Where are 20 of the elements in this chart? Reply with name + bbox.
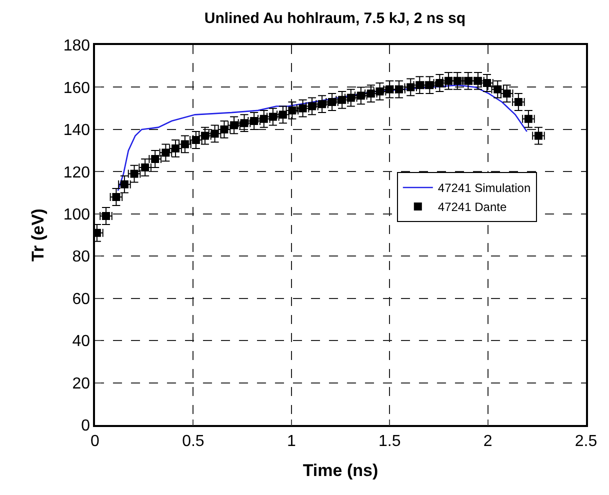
y-tick-label: 20: [72, 375, 90, 392]
y-tick-label: 100: [63, 206, 90, 224]
y-tick-label: 180: [63, 38, 90, 55]
x-tick-label: 1.5: [378, 432, 401, 450]
y-tick-label: 0: [81, 418, 90, 435]
y-tick-label: 120: [63, 164, 90, 182]
y-tick-label: 80: [72, 248, 90, 266]
y-tick-label: 60: [72, 290, 90, 308]
chart-title: Unlined Au hohlraum, 7.5 kJ, 2 ns sq: [204, 10, 466, 27]
x-tick-label: 2.5: [574, 432, 598, 450]
y-axis-title: Tr (eV): [28, 208, 48, 262]
y-tick-label: 160: [63, 80, 90, 97]
legend-label: 47241 Dante: [438, 200, 507, 214]
legend-label: 47241 Simulation: [438, 181, 531, 196]
x-tick-label: 0.5: [182, 432, 204, 450]
x-axis-title: Time (ns): [302, 460, 378, 480]
x-tick-label: 1: [286, 432, 296, 450]
y-tick-label: 40: [72, 333, 90, 350]
y-tick-label: 140: [63, 122, 90, 140]
x-tick-label: 2: [483, 432, 492, 450]
